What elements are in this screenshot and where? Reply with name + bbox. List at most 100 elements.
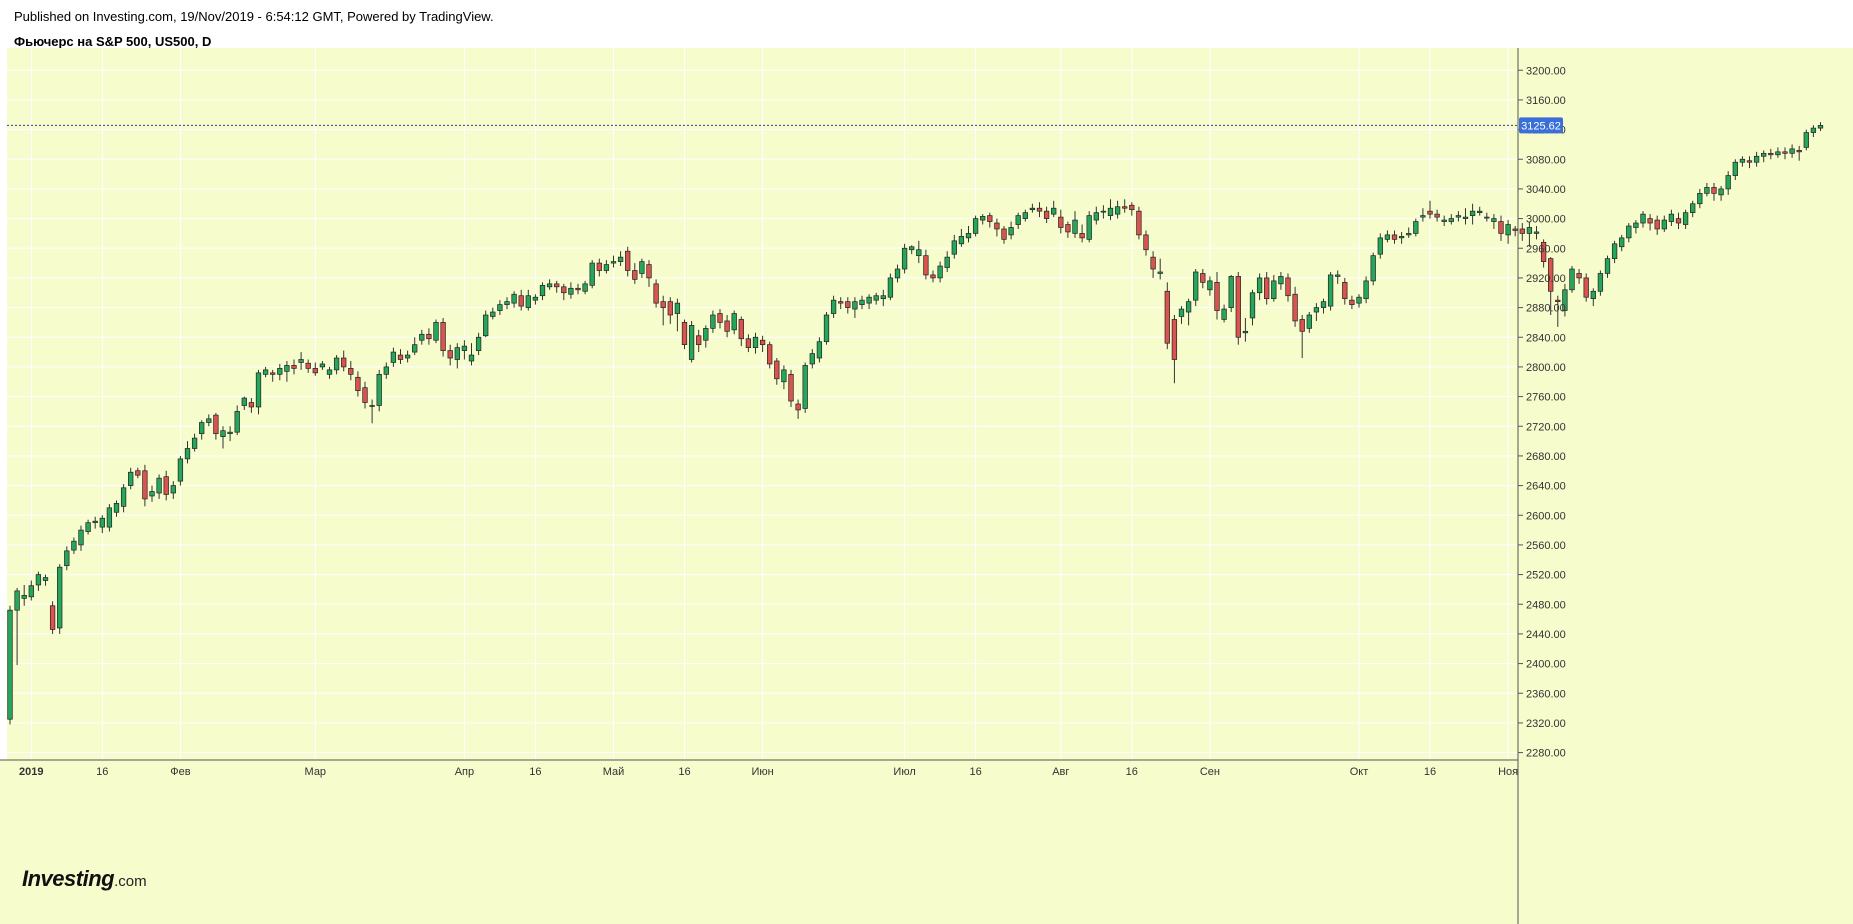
candle-body-down xyxy=(1043,210,1050,219)
candle-body-down xyxy=(738,319,744,340)
candle-body-down xyxy=(1058,216,1064,228)
y-tick-label: 2680.00 xyxy=(1526,451,1566,463)
candle-body-down xyxy=(1647,218,1653,224)
x-tick-label: 16 xyxy=(1424,766,1436,778)
candle xyxy=(1739,156,1746,167)
candle-body-up xyxy=(909,246,915,251)
candle xyxy=(1178,306,1185,324)
candle xyxy=(1285,273,1291,302)
candle-body-down xyxy=(767,344,773,365)
candle xyxy=(1725,171,1731,195)
candle-body-up xyxy=(887,277,894,298)
candle xyxy=(1058,209,1064,234)
candle xyxy=(1065,221,1071,238)
candle xyxy=(1043,206,1050,224)
y-tick-label: 2600.00 xyxy=(1526,510,1566,522)
candle-body-down xyxy=(1498,221,1504,234)
candle xyxy=(653,279,659,308)
candle xyxy=(1484,212,1490,222)
candle xyxy=(113,500,120,517)
candle-body-up xyxy=(1455,215,1462,218)
candle xyxy=(1626,223,1632,243)
candle xyxy=(1008,221,1014,240)
candle-body-up xyxy=(1619,237,1625,248)
candle-body-up xyxy=(1661,219,1667,230)
candle-body-up xyxy=(1178,308,1185,317)
candle-body-up xyxy=(809,353,815,365)
candle-body-up xyxy=(433,322,439,341)
candle-body-up xyxy=(617,256,624,262)
candle xyxy=(106,504,113,532)
candle xyxy=(1448,214,1454,225)
candle-body-up xyxy=(703,328,709,341)
candle xyxy=(1540,239,1547,268)
candle-body-down xyxy=(1143,234,1149,251)
x-tick-label: Сен xyxy=(1200,766,1220,778)
candle-body-up xyxy=(1370,255,1376,282)
candle xyxy=(85,519,91,535)
candle-body-up xyxy=(497,304,503,311)
candle-body-down xyxy=(440,322,446,351)
candle xyxy=(724,315,730,338)
candle xyxy=(603,260,610,274)
candle xyxy=(554,280,560,293)
candle-body-up xyxy=(255,372,262,408)
candle-body-up xyxy=(14,590,20,611)
candle xyxy=(745,334,752,353)
candle-body-up xyxy=(1193,271,1199,301)
candle xyxy=(362,381,368,409)
candle xyxy=(873,292,879,305)
candle-body-down xyxy=(1264,277,1270,300)
candle-body-down xyxy=(660,301,666,308)
candle xyxy=(227,426,233,442)
candle xyxy=(1427,200,1433,219)
candle xyxy=(298,352,304,370)
candle-body-down xyxy=(1434,213,1440,218)
x-tick-label: Мар xyxy=(305,766,327,778)
published-note: Published on Investing.com, 19/Nov/2019 … xyxy=(14,9,494,24)
candle xyxy=(42,574,49,586)
candle-body-up xyxy=(227,431,233,435)
candle-body-up xyxy=(206,418,212,423)
candle xyxy=(511,291,517,308)
candle-body-up xyxy=(731,313,737,331)
candle-body-up xyxy=(1761,152,1767,157)
candle xyxy=(149,485,155,502)
candle xyxy=(674,298,681,332)
candle-body-up xyxy=(57,566,63,629)
candle-body-down xyxy=(561,286,567,294)
candle-body-down xyxy=(646,264,652,279)
symbol-title: Фьючерс на S&P 500, US500, D xyxy=(14,34,212,49)
candle xyxy=(1533,226,1540,240)
candle-body-up xyxy=(859,299,865,305)
candle xyxy=(1505,220,1511,244)
candle xyxy=(234,405,240,436)
candle xyxy=(120,484,127,513)
candle xyxy=(1526,221,1533,247)
candle xyxy=(1711,182,1717,201)
candle-body-up xyxy=(234,411,240,433)
candle-body-up xyxy=(298,359,304,363)
candle xyxy=(1193,269,1199,307)
candle-body-up xyxy=(1739,158,1746,163)
x-tick-label: Май xyxy=(603,766,625,778)
candle xyxy=(802,362,808,413)
candle xyxy=(1462,208,1469,225)
candle xyxy=(128,467,134,490)
candle-body-down xyxy=(724,320,730,332)
candle-body-down xyxy=(838,301,844,304)
candle xyxy=(1249,289,1256,326)
candle xyxy=(937,261,943,283)
candle xyxy=(262,366,269,378)
candle xyxy=(191,433,198,452)
candle-body-up xyxy=(85,522,91,532)
candle-body-up xyxy=(1753,155,1760,163)
logo-brand: Investing xyxy=(22,866,115,891)
candle-body-down xyxy=(135,470,141,476)
candle xyxy=(1732,159,1738,181)
candle-body-up xyxy=(412,344,418,353)
candle-body-up xyxy=(490,311,496,317)
candle-body-down xyxy=(632,270,638,280)
candle xyxy=(1349,295,1355,310)
